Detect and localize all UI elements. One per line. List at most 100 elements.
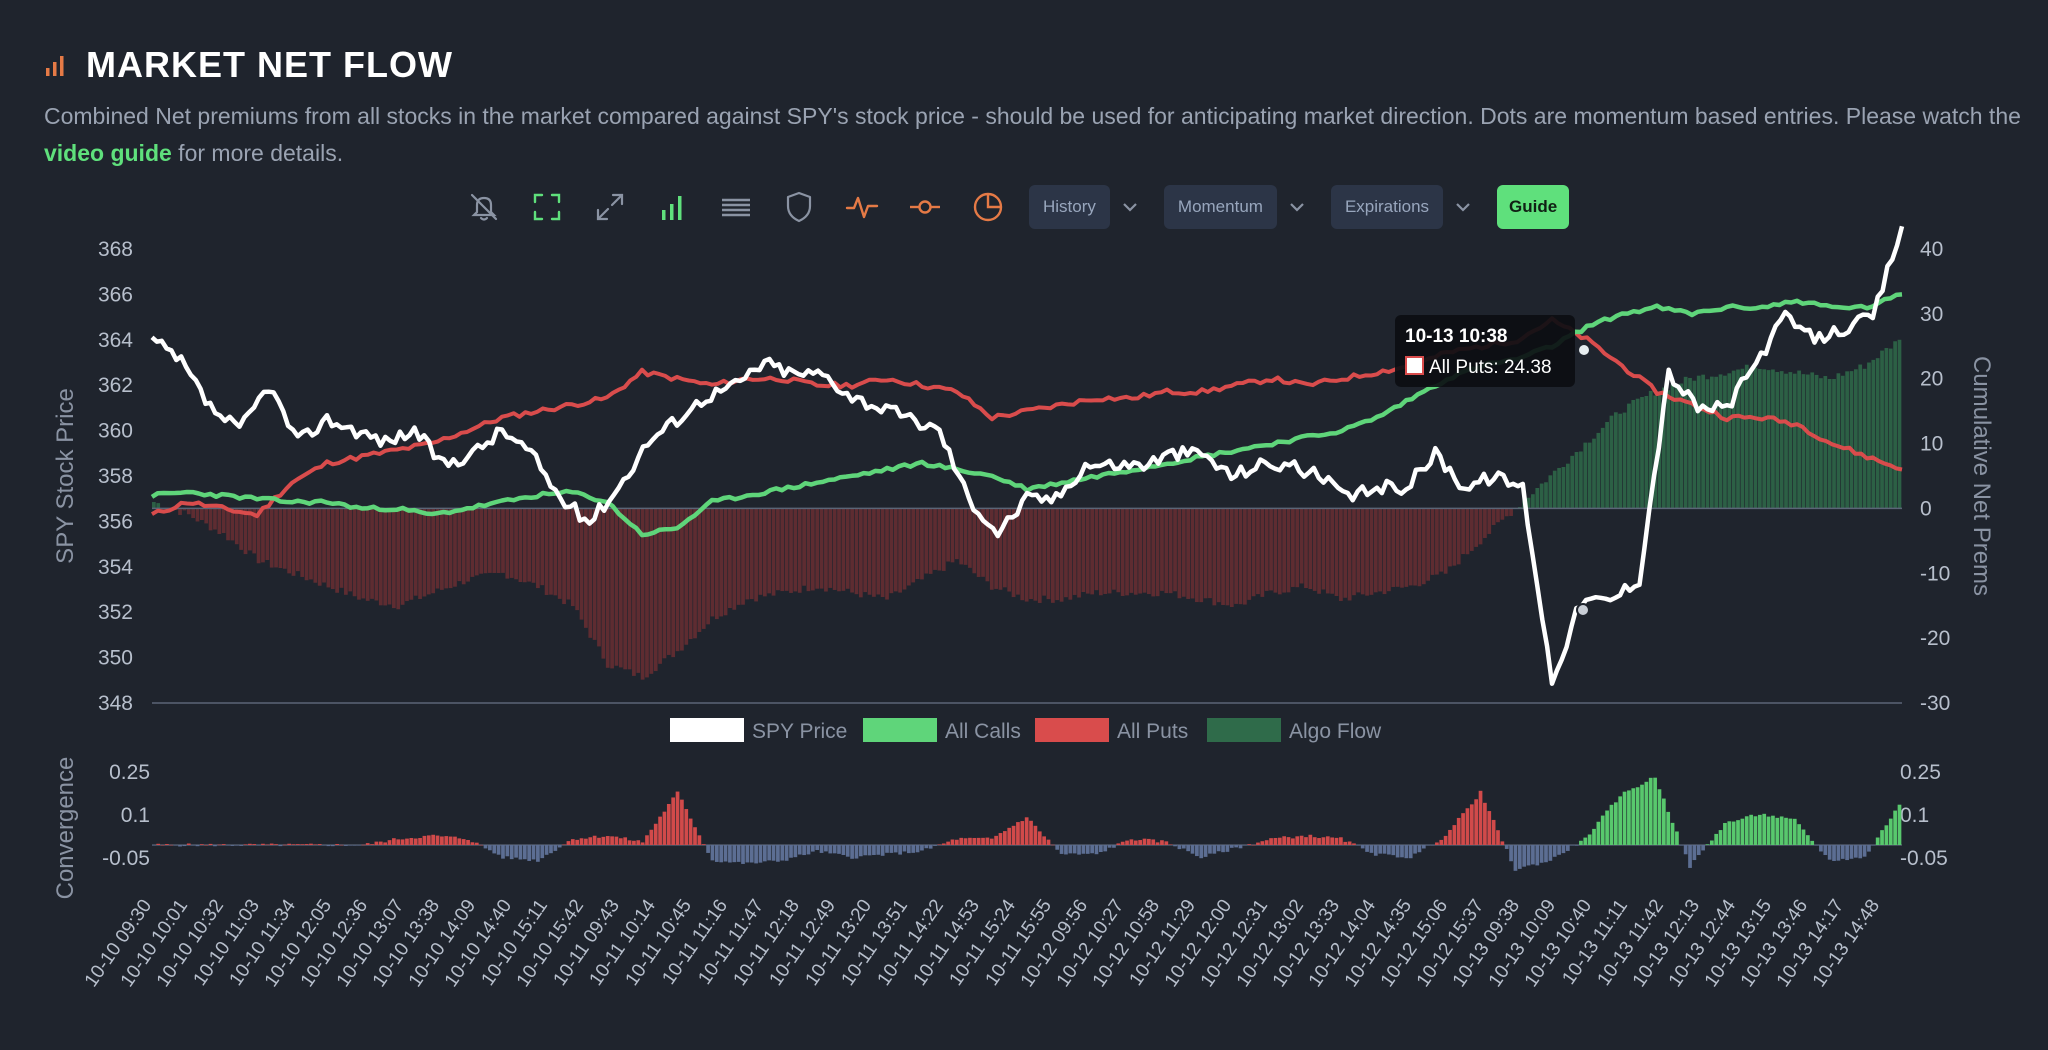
convergence-bar — [1731, 821, 1736, 845]
convergence-bar — [317, 844, 322, 845]
expirations-button[interactable]: Expirations — [1330, 185, 1444, 229]
convergence-bar — [1260, 841, 1265, 845]
convergence-bar — [1378, 845, 1383, 854]
convergence-bar — [1011, 825, 1016, 845]
legend-swatch — [1207, 718, 1281, 742]
y-tick-label: 368 — [98, 238, 133, 261]
convergence-bar — [671, 797, 676, 845]
algo-flow-bar — [1661, 387, 1666, 509]
convergence-bar — [165, 844, 169, 845]
y2-tick-label: -30 — [1920, 692, 1950, 715]
algo-flow-bar — [776, 508, 780, 591]
algo-flow-bar — [1648, 390, 1653, 509]
convergence-bar — [1736, 820, 1740, 845]
convergence-bar — [745, 845, 750, 863]
algo-flow-bar — [1173, 508, 1177, 592]
algo-flow-bar — [1426, 508, 1431, 581]
algo-flow-bar — [1247, 508, 1252, 600]
legend-swatch — [1035, 718, 1109, 742]
algo-flow-bar — [1709, 376, 1714, 509]
algo-flow-bar — [1186, 508, 1190, 599]
convergence-bar — [1168, 844, 1173, 845]
expirations-dropdown[interactable]: Expirations — [1330, 185, 1483, 229]
bell-off-icon[interactable] — [462, 185, 506, 229]
chevron-down-icon[interactable] — [1443, 185, 1483, 229]
algo-flow-bar — [1801, 374, 1806, 509]
algo-flow-bar — [719, 508, 724, 617]
bar-chart-icon[interactable] — [651, 185, 695, 229]
algo-flow-bar — [1356, 508, 1361, 593]
convergence-bar — [1112, 845, 1116, 848]
legend-label: SPY Price — [752, 720, 847, 743]
algo-flow-bar — [1574, 452, 1579, 509]
convergence-bar — [658, 816, 662, 845]
convergence-bar — [1749, 814, 1753, 845]
convergence-bar — [248, 843, 252, 845]
algo-flow-bar — [1596, 432, 1601, 509]
convergence-bar — [1797, 824, 1801, 845]
convergence-bar — [1400, 845, 1404, 858]
algo-flow-bar — [1312, 508, 1317, 591]
algo-flow-bar — [352, 508, 357, 597]
history-button[interactable]: History — [1029, 185, 1110, 229]
convergence-bar — [1190, 845, 1195, 854]
algo-flow-bar — [1190, 508, 1195, 599]
algo-flow-bar — [989, 508, 994, 590]
momentum-button[interactable]: Momentum — [1163, 185, 1277, 229]
convergence-bar — [837, 845, 841, 854]
chevron-down-icon[interactable] — [1110, 185, 1150, 229]
guide-button[interactable]: Guide — [1497, 185, 1570, 229]
convergence-bar — [954, 839, 959, 845]
expand-icon[interactable] — [588, 185, 632, 229]
convergence-bar — [623, 837, 628, 845]
pulse-icon[interactable] — [840, 185, 884, 229]
algo-flow-bar — [867, 508, 872, 595]
convergence-tick-label: 0.25 — [109, 761, 150, 784]
convergence-bar — [213, 845, 217, 847]
fullscreen-icon[interactable] — [525, 185, 569, 229]
history-dropdown[interactable]: History — [1029, 185, 1150, 229]
convergence-bar — [1469, 804, 1474, 845]
algo-flow-bar — [444, 508, 449, 589]
algo-flow-bar — [824, 508, 828, 592]
momentum-dropdown[interactable]: Momentum — [1163, 185, 1317, 229]
algo-flow-bar — [1085, 508, 1090, 594]
algo-flow-bar — [754, 508, 758, 602]
convergence-bar — [653, 823, 658, 845]
shield-icon[interactable] — [777, 185, 821, 229]
convergence-bar — [780, 845, 785, 861]
algo-flow-bar — [1225, 508, 1230, 606]
algo-flow-bar — [1003, 508, 1007, 588]
convergence-bar — [527, 845, 532, 861]
algo-flow-bar — [1072, 508, 1077, 595]
video-guide-link[interactable]: video guide — [44, 140, 172, 166]
all-calls-line — [150, 292, 1903, 538]
algo-flow-bar — [313, 508, 318, 583]
list-icon[interactable] — [714, 185, 758, 229]
convergence-bar — [1653, 777, 1657, 845]
commit-icon[interactable] — [903, 185, 947, 229]
algo-flow-bar — [269, 508, 274, 568]
convergence-bar — [1788, 818, 1793, 845]
pie-icon[interactable] — [966, 185, 1010, 229]
convergence-bar — [1805, 835, 1810, 845]
algo-flow-bar — [344, 508, 348, 595]
convergence-bar — [976, 837, 981, 845]
convergence-bar — [1046, 839, 1051, 845]
convergence-bar — [1661, 798, 1666, 845]
algo-flow-bar — [1094, 508, 1099, 591]
algo-flow-bar — [1443, 508, 1448, 574]
algo-flow-bar — [1369, 508, 1374, 595]
algo-flow-bar — [693, 508, 697, 639]
algo-flow-bar — [618, 508, 623, 668]
convergence-bar — [1173, 845, 1177, 847]
algo-flow-bar — [1417, 508, 1422, 587]
convergence-bar — [570, 839, 575, 845]
algo-flow-bar — [732, 508, 737, 610]
algo-flow-bar — [156, 503, 161, 509]
algo-flow-bar — [1011, 508, 1016, 598]
convergence-bar — [1675, 831, 1679, 845]
chevron-down-icon[interactable] — [1277, 185, 1317, 229]
algo-flow-bar — [941, 508, 946, 571]
